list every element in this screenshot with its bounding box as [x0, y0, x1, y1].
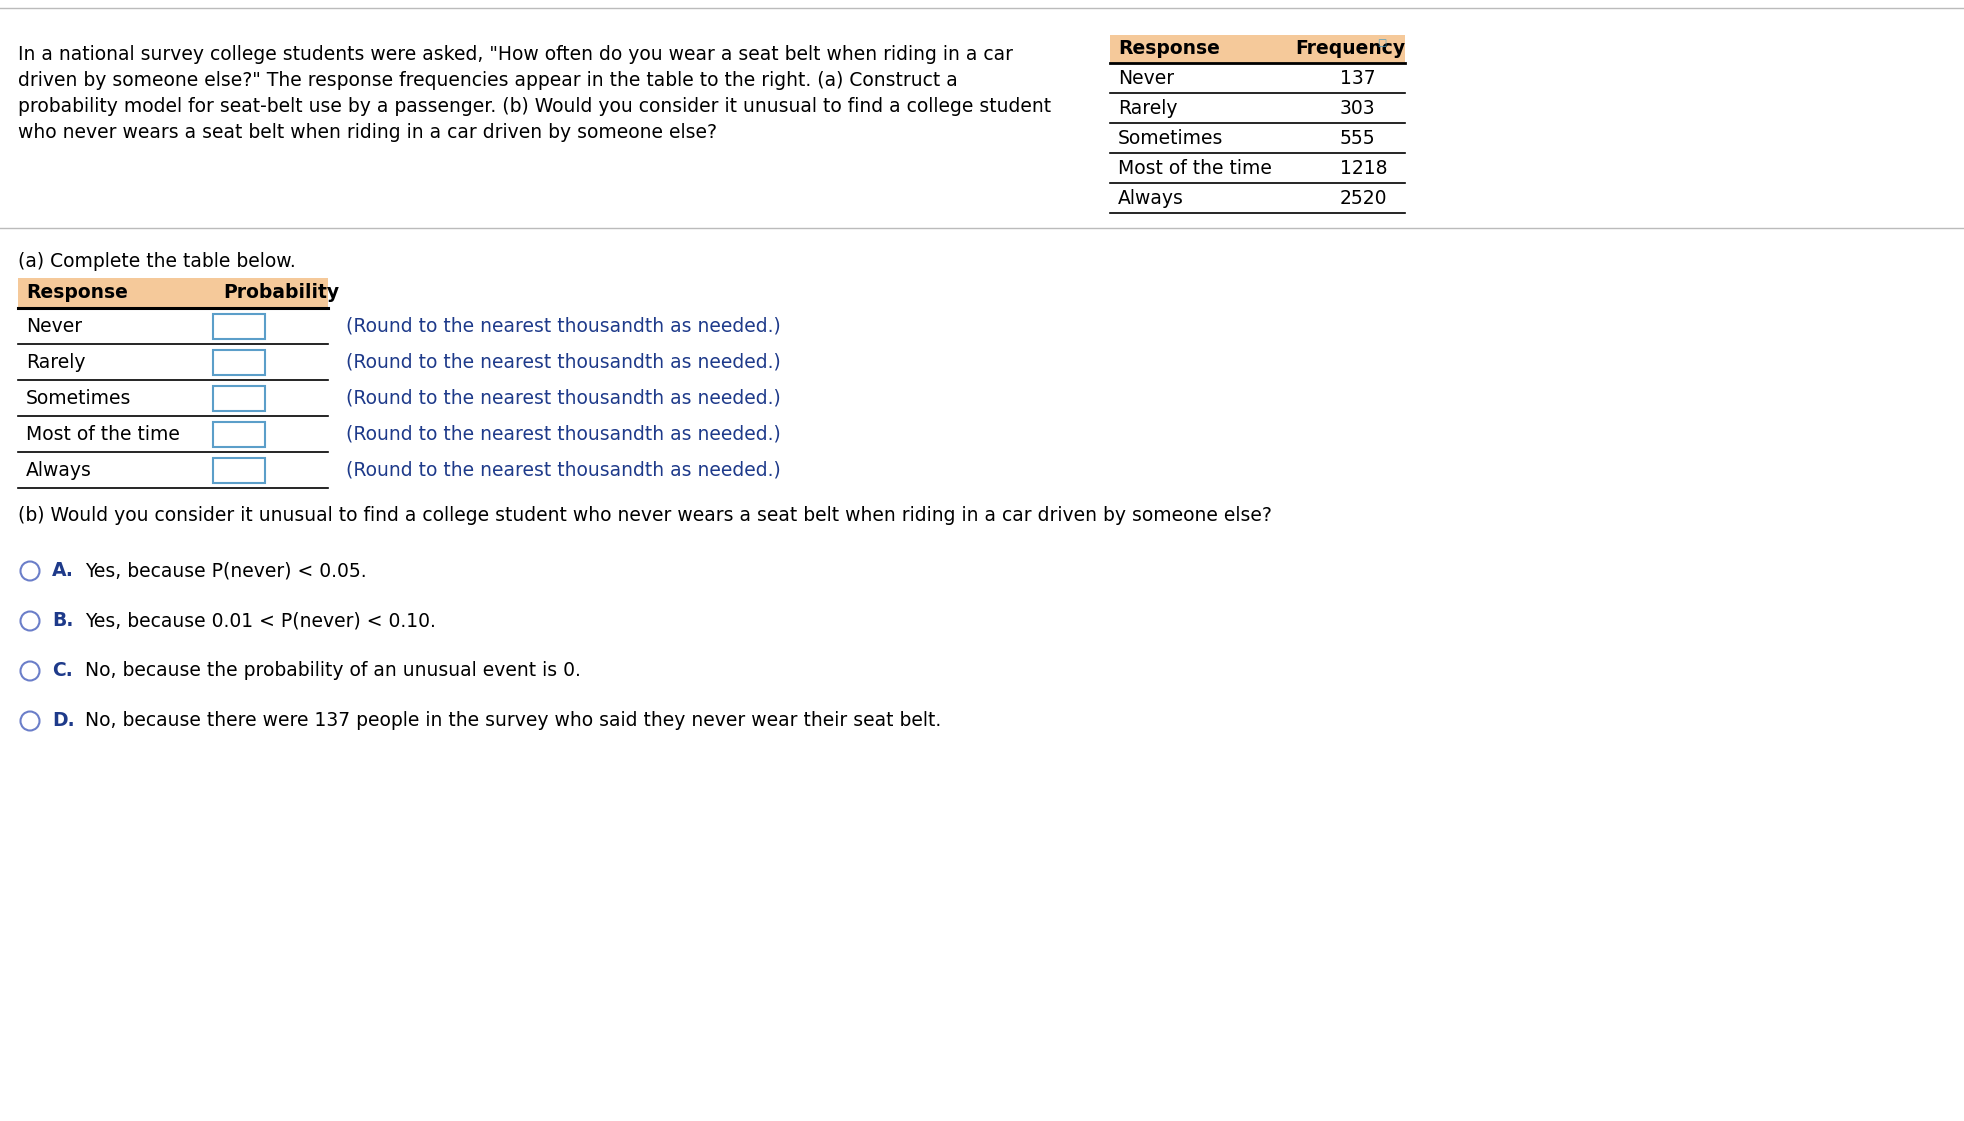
Text: (Round to the nearest thousandth as needed.): (Round to the nearest thousandth as need… [346, 425, 780, 444]
Text: Most of the time: Most of the time [26, 425, 181, 444]
Text: 555: 555 [1339, 129, 1375, 148]
Text: Probability: Probability [222, 284, 340, 303]
Bar [18, 278, 328, 308]
Text: Yes, because P(never) < 0.05.: Yes, because P(never) < 0.05. [84, 562, 367, 581]
Text: No, because there were 137 people in the survey who said they never wear their s: No, because there were 137 people in the… [84, 712, 941, 731]
Text: driven by someone else?" The response frequencies appear in the table to the rig: driven by someone else?" The response fr… [18, 71, 956, 90]
Bar [212, 314, 265, 339]
Text: who never wears a seat belt when riding in a car driven by someone else?: who never wears a seat belt when riding … [18, 123, 717, 142]
Text: B.: B. [51, 611, 73, 630]
Text: D.: D. [51, 712, 75, 731]
Bar [212, 421, 265, 446]
Text: Yes, because 0.01 < P(never) < 0.10.: Yes, because 0.01 < P(never) < 0.10. [84, 611, 436, 630]
Text: Always: Always [1118, 188, 1182, 207]
Text: Response: Response [1118, 39, 1220, 58]
Text: 1218: 1218 [1339, 158, 1387, 177]
Text: A.: A. [51, 562, 75, 581]
Text: In a national survey college students were asked, "How often do you wear a seat : In a national survey college students we… [18, 45, 1013, 64]
Text: Frequency: Frequency [1294, 39, 1404, 58]
Text: C.: C. [51, 661, 73, 680]
Text: Sometimes: Sometimes [26, 389, 132, 408]
Text: (Round to the nearest thousandth as needed.): (Round to the nearest thousandth as need… [346, 389, 780, 408]
Text: (Round to the nearest thousandth as needed.): (Round to the nearest thousandth as need… [346, 316, 780, 335]
Text: Response: Response [26, 284, 128, 303]
Text: Rarely: Rarely [1118, 99, 1176, 118]
Text: 137: 137 [1339, 68, 1375, 87]
Text: Most of the time: Most of the time [1118, 158, 1271, 177]
Text: (a) Complete the table below.: (a) Complete the table below. [18, 252, 297, 271]
Text: (Round to the nearest thousandth as needed.): (Round to the nearest thousandth as need… [346, 352, 780, 371]
Text: Always: Always [26, 461, 92, 480]
Text: Never: Never [1118, 68, 1174, 87]
Text: 2520: 2520 [1339, 188, 1387, 207]
Text: No, because the probability of an unusual event is 0.: No, because the probability of an unusua… [84, 661, 581, 680]
Text: (Round to the nearest thousandth as needed.): (Round to the nearest thousandth as need… [346, 461, 780, 480]
Text: probability model for seat-belt use by a passenger. (b) Would you consider it un: probability model for seat-belt use by a… [18, 98, 1051, 115]
Text: □: □ [1377, 38, 1385, 48]
Bar [1110, 35, 1404, 63]
Text: Never: Never [26, 316, 82, 335]
Bar [212, 350, 265, 374]
Bar [212, 386, 265, 410]
Text: Rarely: Rarely [26, 352, 86, 371]
Text: (b) Would you consider it unusual to find a college student who never wears a se: (b) Would you consider it unusual to fin… [18, 506, 1271, 525]
Bar [212, 457, 265, 482]
Text: 303: 303 [1339, 99, 1375, 118]
Text: Sometimes: Sometimes [1118, 129, 1224, 148]
